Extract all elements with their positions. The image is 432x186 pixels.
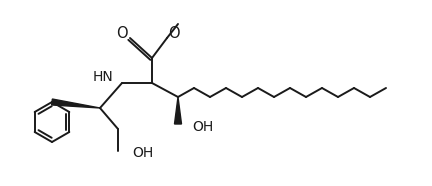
Text: O: O (168, 25, 180, 41)
Polygon shape (52, 99, 100, 108)
Polygon shape (175, 97, 181, 124)
Text: OH: OH (192, 120, 213, 134)
Text: O: O (116, 25, 128, 41)
Text: OH: OH (132, 146, 153, 160)
Text: HN: HN (92, 70, 113, 84)
